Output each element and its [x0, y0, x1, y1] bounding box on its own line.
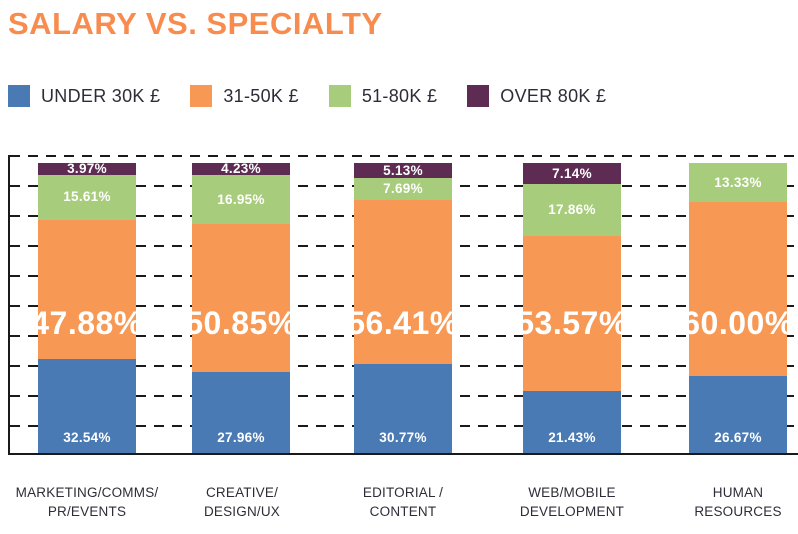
value-label-31-50k: 60.00%	[682, 305, 794, 341]
category-label-marketing: MARKETING/COMMS/ PR/EVENTS	[2, 483, 172, 521]
segment-51-80k: 15.61%	[38, 174, 136, 220]
segment-under-30k: 27.96%	[192, 371, 290, 453]
category-axis: MARKETING/COMMS/ PR/EVENTS CREATIVE/ DES…	[10, 483, 798, 527]
legend-item-over-80k: OVER 80K £	[467, 85, 606, 107]
category-line: DEVELOPMENT	[519, 504, 625, 519]
segment-over-80k: 5.13%	[354, 163, 452, 178]
segment-under-30k: 30.77%	[354, 363, 452, 453]
legend-item-51-80k: 51-80K £	[328, 85, 438, 107]
category-line: WEB/MOBILE	[528, 485, 616, 500]
segment-31-50k	[689, 201, 787, 376]
segment-31-50k	[192, 224, 290, 372]
legend-item-under-30k: UNDER 30K £	[8, 85, 160, 107]
31-50k-swatch-icon	[190, 85, 213, 107]
bar-marketing-comms-pr-events: 3.97% 15.61% 32.54% 47.88%	[31, 161, 142, 453]
legend-label: UNDER 30K £	[41, 85, 161, 106]
segment-51-80k: 16.95%	[192, 175, 290, 225]
segment-under-30k: 26.67%	[689, 375, 787, 453]
segment-51-80k: 13.33%	[689, 163, 787, 202]
category-label-web-mobile: WEB/MOBILE DEVELOPMENT	[487, 483, 657, 521]
category-line: MARKETING/COMMS/	[15, 485, 159, 500]
segment-over-80k: 7.14%	[523, 163, 621, 184]
segment-51-80k: 17.86%	[523, 183, 621, 236]
category-line: RESOURCES	[694, 504, 782, 519]
value-label-31-50k: 53.57%	[516, 305, 628, 341]
legend-label: 31-50K £	[223, 85, 299, 106]
segment-over-80k: 4.23%	[192, 161, 290, 177]
category-line: CREATIVE/	[205, 485, 279, 500]
segment-31-50k	[354, 200, 452, 364]
bar-creative-design-ux: 4.23% 16.95% 27.96% 50.85%	[185, 161, 296, 453]
value-label: 17.86%	[548, 201, 596, 217]
value-label: 13.33%	[714, 174, 762, 190]
value-label: 32.54%	[63, 429, 111, 445]
value-label: 7.14%	[552, 165, 592, 181]
value-label: 15.61%	[63, 189, 111, 205]
bar-web-mobile-development: 7.14% 17.86% 21.43% 53.57%	[516, 163, 627, 453]
value-label: 7.69%	[383, 181, 423, 197]
category-line: EDITORIAL /	[362, 485, 444, 500]
category-line: PR/EVENTS	[47, 504, 127, 519]
value-label: 30.77%	[379, 429, 427, 445]
plot-area: 3.97% 15.61% 32.54% 47.88% 4.23% 16.95% …	[8, 155, 798, 455]
51-80k-swatch-icon	[328, 85, 351, 107]
category-line: HUMAN	[712, 485, 764, 500]
category-line: DESIGN/UX	[203, 504, 281, 519]
value-label: 4.23%	[221, 161, 261, 177]
over-80k-swatch-icon	[467, 85, 490, 107]
category-line: CONTENT	[369, 504, 437, 519]
under-30k-swatch-icon	[8, 85, 30, 107]
gridline	[10, 155, 798, 157]
category-label-editorial: EDITORIAL / CONTENT	[318, 483, 488, 521]
value-label: 5.13%	[383, 162, 423, 178]
value-label: 21.43%	[548, 429, 596, 445]
legend-item-31-50k: 31-50K £	[190, 85, 299, 107]
legend-label: 51-80K £	[361, 85, 438, 106]
value-label-31-50k: 50.85%	[185, 305, 297, 341]
value-label: 3.97%	[67, 161, 107, 177]
bar-editorial-content: 5.13% 7.69% 30.77% 56.41%	[347, 163, 458, 453]
segment-under-30k: 32.54%	[38, 358, 136, 453]
legend: UNDER 30K £ 31-50K £ 51-80K £ OVER 80K £	[8, 85, 636, 107]
value-label-31-50k: 56.41%	[347, 305, 459, 341]
segment-31-50k	[38, 219, 136, 359]
category-label-creative: CREATIVE/ DESIGN/UX	[157, 483, 327, 521]
value-label: 26.67%	[714, 429, 762, 445]
segment-51-80k: 7.69%	[354, 177, 452, 201]
segment-31-50k	[523, 235, 621, 391]
chart-title: SALARY VS. SPECIALTY	[8, 6, 383, 41]
value-label-31-50k: 47.88%	[31, 305, 143, 341]
value-label: 16.95%	[217, 192, 265, 208]
legend-label: OVER 80K £	[500, 85, 607, 106]
segment-over-80k: 3.97%	[38, 161, 136, 177]
category-label-human-resources: HUMAN RESOURCES	[653, 483, 798, 521]
bar-human-resources: 13.33% 26.67% 60.00%	[682, 163, 793, 453]
segment-under-30k: 21.43%	[523, 390, 621, 453]
value-label: 27.96%	[217, 429, 265, 445]
